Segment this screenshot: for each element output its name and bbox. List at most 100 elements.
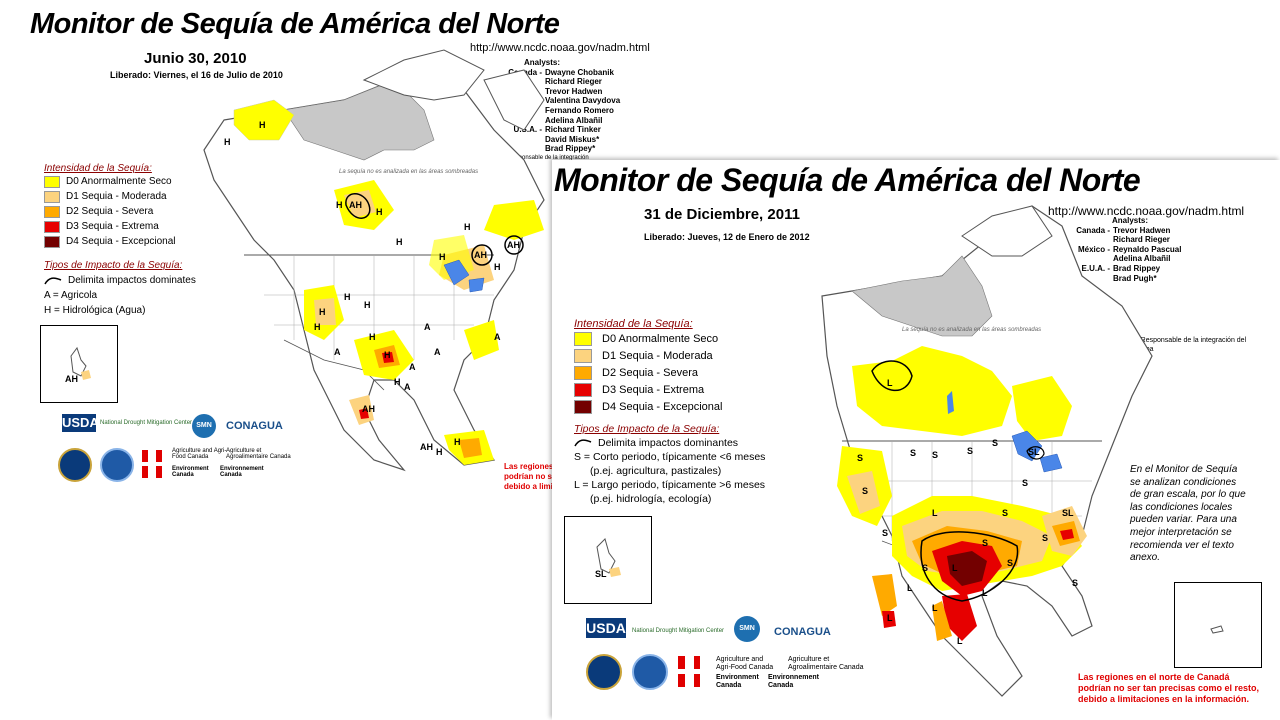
map-impact-label: L [887, 613, 893, 623]
map-impact-label: S [882, 528, 888, 538]
map-impact-label: A [334, 347, 341, 357]
smn-logo: SMN [734, 616, 760, 642]
inset-map: AH [40, 325, 118, 403]
bottom-note: Las regiones en el norte de Canadá podrí… [1078, 672, 1259, 705]
bottom-note: Las regiones e podrían no s debido a lim… [504, 462, 560, 492]
map-date: 31 de Diciembre, 2011 [644, 206, 800, 223]
drought-d1-area [344, 190, 376, 218]
note-line: debido a limi [504, 482, 553, 491]
map-impact-label: H [394, 377, 401, 387]
lake [947, 391, 954, 414]
map-impact-label: S [862, 486, 868, 496]
north-america-map: H H H AH H H AH H H H AH H H H H A A A A… [203, 49, 545, 472]
legend-label: D3 Sequia - Extrema [66, 221, 159, 232]
analyst-name: Trevor Hadwen [545, 86, 603, 96]
map-impact-label: H [454, 437, 461, 447]
analyst-country: U.S.A. - [513, 125, 542, 135]
map-impact-label: H [396, 237, 403, 247]
legend-label: (p.ej. agricultura, pastizales) [590, 465, 722, 477]
drought-d2-area [932, 601, 952, 641]
analyst-name: Richard Rieger [545, 77, 602, 87]
analyst-name: Brad Rippey* [545, 144, 596, 154]
legend-label: Delimita impactos dominantes [598, 437, 739, 449]
note-line: mejor interpretación se [1130, 526, 1232, 538]
legend-label: D3 Sequia - Extrema [602, 383, 705, 396]
conagua-logo: CONAGUA [774, 626, 831, 638]
legend-label: D1 Sequia - Moderada [66, 191, 167, 202]
note-line: debido a limitaciones en la información. [1078, 694, 1250, 704]
drought-d3-area [359, 408, 369, 419]
analysts-list: Analysts: Canada - Trevor Hadwen Richard … [1052, 216, 1181, 283]
impact-outline [871, 360, 913, 392]
map-impact-label: S [1072, 578, 1078, 588]
map-date: Junio 30, 2010 [144, 50, 247, 67]
analyst-name: Adelina Albañil [1113, 254, 1171, 264]
legend-swatch-d0 [574, 331, 592, 346]
map-impact-label: S [932, 450, 938, 460]
map-title: Monitor de Sequía de América del Norte [554, 162, 1141, 198]
map-impact-label: H [319, 307, 326, 317]
map-impact-label: L [982, 588, 988, 598]
responsible-note: * Responsable de la integración [504, 154, 589, 161]
map-impact-label: L [907, 583, 913, 593]
map-impact-label: H [494, 262, 501, 272]
legend-label: D4 Sequia - Excepcional [602, 400, 723, 413]
map-impact-label: H [436, 447, 443, 457]
release-date: Liberado: Viernes, el 16 de Julio de 201… [110, 70, 283, 80]
inset-map: SL [564, 516, 652, 604]
impact-outline [345, 193, 371, 219]
agri-canada-en: Agriculture and Agri-Food Canada [172, 448, 227, 460]
map-impact-label: S [1022, 478, 1028, 488]
drought-d0-area [484, 200, 544, 240]
analyst-name: Richard Tinker [545, 125, 601, 135]
arctic-island [961, 205, 1053, 257]
map-impact-label: S [1002, 508, 1008, 518]
inset-label: AH [65, 374, 78, 384]
map-impact-label: A [404, 382, 411, 392]
analyst-name: David Miskus* [545, 134, 600, 144]
impact-outline [1026, 446, 1045, 460]
drought-map-2011-panel: Monitor de Sequía de América del Norte 3… [552, 160, 1280, 720]
legend-label: A = Agricola [44, 290, 98, 301]
great-lakes [443, 259, 485, 293]
canada-flag-icon [678, 674, 700, 687]
drought-d3-area [882, 611, 896, 628]
legend-swatch-d4 [44, 235, 60, 248]
legend-title: Tipos de Impacto de la Sequía: [574, 423, 720, 435]
map-impact-label: H [364, 300, 371, 310]
conagua-logo: CONAGUA [226, 420, 283, 432]
legend-swatch-d2 [44, 205, 60, 218]
map-impact-label: AH [507, 240, 520, 250]
analyst-name: Fernando Romero [545, 105, 614, 115]
agri-canada-en: Agriculture and Agri-Food Canada [716, 656, 774, 671]
map-impact-label: S [857, 453, 863, 463]
legend-swatch-d3 [44, 220, 60, 233]
map-impact-label: S [982, 538, 988, 548]
legend-label: (p.ej. hidrología, ecología) [590, 493, 712, 505]
legend-label: D0 Anormalmente Seco [602, 332, 719, 345]
map-impact-label: H [369, 332, 376, 342]
analyst-country: Canada - [1076, 225, 1110, 235]
analyst-name: Dwayne Chobanik [545, 67, 614, 77]
legend-label: H = Hidrológica (Agua) [44, 305, 146, 316]
map-impact-label: H [224, 137, 231, 147]
map-impact-label: S [910, 448, 916, 458]
legend-label: D2 Sequia - Severa [66, 206, 154, 217]
legend-label: L = Largo periodo, típicamente >6 meses [574, 479, 766, 491]
drought-d2-area [459, 438, 482, 458]
impact-outline [920, 531, 1019, 602]
map-impact-label: SL [1028, 447, 1040, 457]
map-impact-label: S [922, 563, 928, 573]
note-line: podrían no s [504, 472, 552, 481]
usda-logo: USDA [62, 414, 99, 432]
impact-legend: Tipos de Impacto de la Sequía: Delimita … [44, 258, 196, 318]
legend-swatch-d1 [44, 190, 60, 203]
map-impact-label: H [376, 207, 383, 217]
analyst-name: Trevor Hadwen [1113, 225, 1171, 235]
map-impact-label: A [434, 347, 441, 357]
note-line: anexo. [1130, 552, 1161, 564]
legend-label: D0 Anormalmente Seco [66, 176, 172, 187]
drought-d2-area [872, 574, 897, 616]
drought-d0-area [1012, 376, 1072, 441]
map-impact-label: AH [474, 250, 487, 260]
